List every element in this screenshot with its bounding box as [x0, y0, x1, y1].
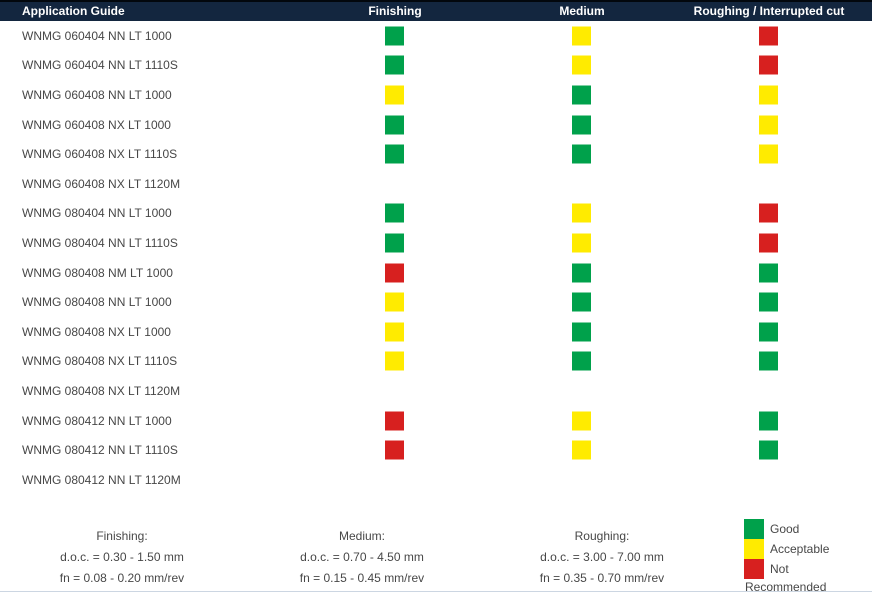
roughing-rating-square: [759, 411, 778, 431]
insert-designation: WNMG 060408 NX LT 1120M: [22, 176, 181, 191]
table-header: Application Guide Finishing Medium Rough…: [0, 0, 872, 21]
roughing-rating-square: [759, 233, 778, 253]
insert-designation: WNMG 060408 NX LT 1000: [22, 117, 171, 132]
medium-rating-square: [572, 411, 591, 431]
finishing-rating-square: [385, 233, 404, 253]
table-row: WNMG 060408 NN LT 1000: [0, 80, 872, 110]
table-row: WNMG 060408 NX LT 1120M: [0, 169, 872, 199]
legend-good-square: [744, 519, 764, 539]
footer-finishing-params: Finishing: d.o.c. = 0.30 - 1.50 mm fn = …: [32, 526, 212, 589]
insert-designation: WNMG 060408 NN LT 1000: [22, 87, 172, 102]
footer-medium-fn: fn = 0.15 - 0.45 mm/rev: [299, 571, 425, 585]
footer-finishing-fn: fn = 0.08 - 0.20 mm/rev: [59, 571, 185, 585]
header-col-roughing: Roughing / Interrupted cut: [693, 4, 845, 18]
medium-rating-square: [572, 233, 591, 253]
insert-designation: WNMG 080412 NN LT 1110S: [22, 443, 178, 458]
medium-rating-square: [572, 85, 591, 105]
insert-designation: WNMG 060408 NX LT 1110S: [22, 147, 178, 162]
finishing-rating-square: [385, 263, 404, 283]
medium-rating-square: [572, 55, 591, 75]
table-row: WNMG 080408 NX LT 1110S: [0, 347, 872, 377]
finishing-rating-square: [385, 26, 404, 46]
header-col-finishing: Finishing: [368, 4, 422, 18]
table-row: WNMG 080408 NN LT 1000: [0, 287, 872, 317]
footer-medium-params: Medium: d.o.c. = 0.70 - 4.50 mm fn = 0.1…: [272, 526, 452, 589]
medium-rating-square: [572, 26, 591, 46]
table-row: WNMG 080412 NN LT 1120M: [0, 465, 872, 495]
table-row: WNMG 060404 NN LT 1000: [0, 21, 872, 51]
medium-rating-square: [572, 144, 591, 164]
table-row: WNMG 060408 NX LT 1110S: [0, 139, 872, 169]
medium-rating-square: [572, 440, 591, 460]
finishing-rating-square: [385, 115, 404, 135]
insert-designation: WNMG 080404 NN LT 1000: [22, 206, 172, 221]
insert-designation: WNMG 080412 NN LT 1120M: [22, 472, 181, 487]
table-row: WNMG 080412 NN LT 1000: [0, 406, 872, 436]
medium-rating-square: [572, 292, 591, 312]
insert-designation: WNMG 060404 NN LT 1110S: [22, 58, 178, 73]
footer-roughing-fn: fn = 0.35 - 0.70 mm/rev: [539, 571, 665, 585]
footer-medium-doc: d.o.c. = 0.70 - 4.50 mm: [300, 550, 424, 564]
footer-finishing-title: Finishing:: [96, 529, 148, 543]
table-row: WNMG 080404 NN LT 1000: [0, 199, 872, 229]
legend-recommended-label: Recommended: [745, 580, 827, 594]
finishing-rating-square: [385, 203, 404, 223]
legend-acceptable-label: Acceptable: [770, 542, 830, 556]
roughing-rating-square: [759, 26, 778, 46]
bottom-divider: [0, 591, 872, 592]
medium-rating-square: [572, 351, 591, 371]
insert-designation: WNMG 080408 NX LT 1000: [22, 324, 171, 339]
table-row: WNMG 080408 NM LT 1000: [0, 258, 872, 288]
roughing-rating-square: [759, 55, 778, 75]
medium-rating-square: [572, 115, 591, 135]
medium-rating-square: [572, 322, 591, 342]
finishing-rating-square: [385, 440, 404, 460]
finishing-rating-square: [385, 292, 404, 312]
roughing-rating-square: [759, 115, 778, 135]
finishing-rating-square: [385, 85, 404, 105]
medium-rating-square: [572, 263, 591, 283]
insert-designation: WNMG 080408 NX LT 1110S: [22, 354, 178, 369]
header-application-guide: Application Guide: [22, 4, 125, 18]
table-row: WNMG 080408 NX LT 1000: [0, 317, 872, 347]
insert-designation: WNMG 060404 NN LT 1000: [22, 28, 172, 43]
legend: Good Acceptable Not Recommended: [744, 519, 872, 597]
footer-roughing-doc: d.o.c. = 3.00 - 7.00 mm: [540, 550, 664, 564]
legend-good-label: Good: [770, 522, 800, 536]
header-col-medium: Medium: [559, 4, 605, 18]
medium-rating-square: [572, 203, 591, 223]
insert-designation: WNMG 080412 NN LT 1000: [22, 413, 172, 428]
insert-designation: WNMG 080408 NX LT 1120M: [22, 383, 181, 398]
legend-not-recommended-square: [744, 559, 764, 579]
roughing-rating-square: [759, 322, 778, 342]
footer-finishing-doc: d.o.c. = 0.30 - 1.50 mm: [60, 550, 184, 564]
roughing-rating-square: [759, 203, 778, 223]
table-row: WNMG 080412 NN LT 1110S: [0, 435, 872, 465]
finishing-rating-square: [385, 411, 404, 431]
roughing-rating-square: [759, 351, 778, 371]
insert-designation: WNMG 080408 NM LT 1000: [22, 265, 173, 280]
roughing-rating-square: [759, 144, 778, 164]
finishing-rating-square: [385, 322, 404, 342]
table-row: WNMG 080408 NX LT 1120M: [0, 376, 872, 406]
table-row: WNMG 080404 NN LT 1110S: [0, 228, 872, 258]
insert-designation: WNMG 080404 NN LT 1110S: [22, 235, 178, 250]
table-row: WNMG 060404 NN LT 1110S: [0, 51, 872, 81]
insert-designation: WNMG 080408 NN LT 1000: [22, 295, 172, 310]
legend-acceptable-square: [744, 539, 764, 559]
finishing-rating-square: [385, 55, 404, 75]
table-row: WNMG 060408 NX LT 1000: [0, 110, 872, 140]
finishing-rating-square: [385, 351, 404, 371]
footer-roughing-title: Roughing:: [574, 529, 630, 543]
roughing-rating-square: [759, 263, 778, 283]
roughing-rating-square: [759, 292, 778, 312]
insert-rows: WNMG 060404 NN LT 1000 WNMG 060404 NN LT …: [0, 21, 872, 495]
legend-not-label: Not: [770, 562, 789, 576]
footer-roughing-params: Roughing: d.o.c. = 3.00 - 7.00 mm fn = 0…: [512, 526, 692, 589]
roughing-rating-square: [759, 85, 778, 105]
roughing-rating-square: [759, 440, 778, 460]
footer-medium-title: Medium:: [338, 529, 385, 543]
finishing-rating-square: [385, 144, 404, 164]
